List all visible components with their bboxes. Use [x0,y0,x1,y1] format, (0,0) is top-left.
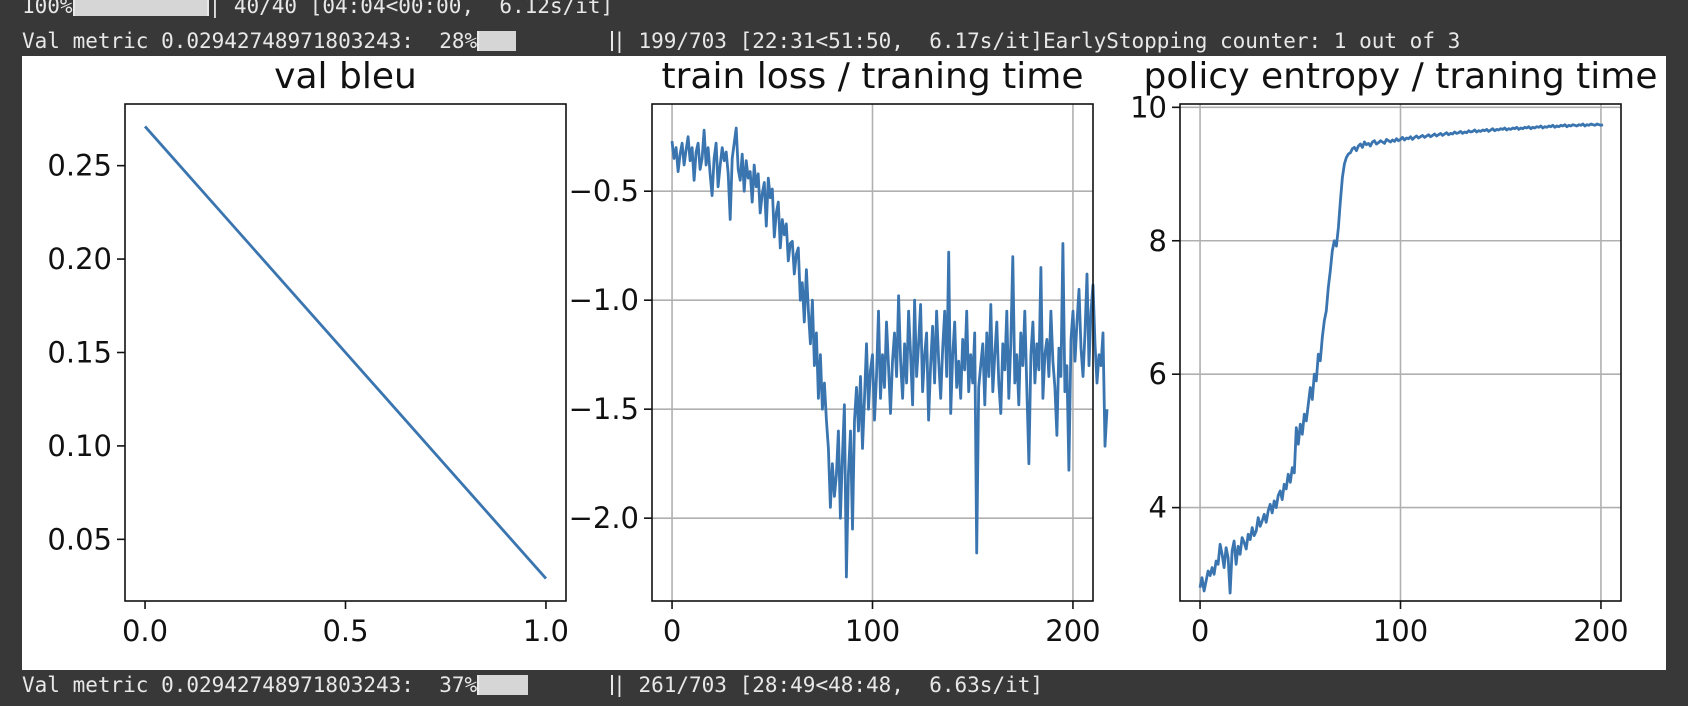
y-tick-label: 0.10 [47,429,112,463]
chart-figure: 0.0 0.5 1.0 0.05 0.10 0.15 0.20 0.25 val bleu 0 10… [47,56,1657,648]
progress-bar [477,31,614,51]
x-tick-label: 0.0 [122,614,168,648]
x-tick-label: 0.5 [322,614,368,648]
progress-bar-fill [74,0,207,16]
y-tick-label: 0.15 [47,336,112,370]
progress-bar-fill [479,31,517,51]
y-tick-label: 0.05 [47,522,112,556]
figure-panel: 0.0 0.5 1.0 0.05 0.10 0.15 0.20 0.25 val bleu 0 10… [22,56,1666,670]
log-progress-text: | 261/703 [28:49<48:48, 6.63s/it] [613,673,1044,697]
chart-2: 0 100 200 −2.0 −1.5 −1.0 −0.5 train loss / tran… [569,56,1109,648]
progress-bar [72,0,209,16]
chart-title: val bleu [274,56,417,97]
log-line-top: Val metric 0.02942748971803243: 28% | 199… [22,29,1460,53]
progress-bar-fill [479,675,528,695]
x-tick-label: 100 [845,614,900,648]
y-tick-label: 8 [1149,224,1167,258]
x-tick-label: 0 [663,614,681,648]
log-progress-text: | 40/40 [04:04<00:00, 6.12s/it] [208,0,614,18]
chart-title: train loss / traning time [661,56,1083,97]
log-line-top-partial: 100% | 40/40 [04:04<00:00, 6.12s/it] [22,0,613,18]
y-tick-label: −1.5 [569,392,639,426]
x-tick-label: 200 [1045,614,1100,648]
y-tick-label: −0.5 [569,174,639,208]
chart-1: 0.0 0.5 1.0 0.05 0.10 0.15 0.20 0.25 val bleu [47,56,569,648]
log-progress-text: | 199/703 [22:31<51:50, 6.17s/it]EarlySt… [613,29,1461,53]
log-prefix: Val metric 0.02942748971803243: 28% [22,29,478,53]
series-line [143,125,548,580]
y-tick-label: 4 [1149,491,1167,525]
x-tick-label: 200 [1573,614,1628,648]
progress-bar [477,675,614,695]
y-tick-label: 10 [1130,90,1167,124]
log-prefix: Val metric 0.02942748971803243: 37% [22,673,478,697]
x-tick-label: 100 [1373,614,1428,648]
y-tick-label: 6 [1149,357,1167,391]
y-tick-label: 0.20 [47,242,112,276]
series-line [1198,122,1604,595]
log-line-bottom: Val metric 0.02942748971803243: 37% | 261… [22,673,1043,697]
y-tick-label: 0.25 [47,149,112,183]
chart-title: policy entropy / traning time [1144,56,1658,97]
x-tick-label: 1.0 [523,614,569,648]
y-tick-label: −1.0 [569,283,639,317]
y-tick-label: −2.0 [569,501,639,535]
x-tick-label: 0 [1191,614,1209,648]
log-percent: 100% [22,0,73,18]
series-line [670,126,1109,579]
